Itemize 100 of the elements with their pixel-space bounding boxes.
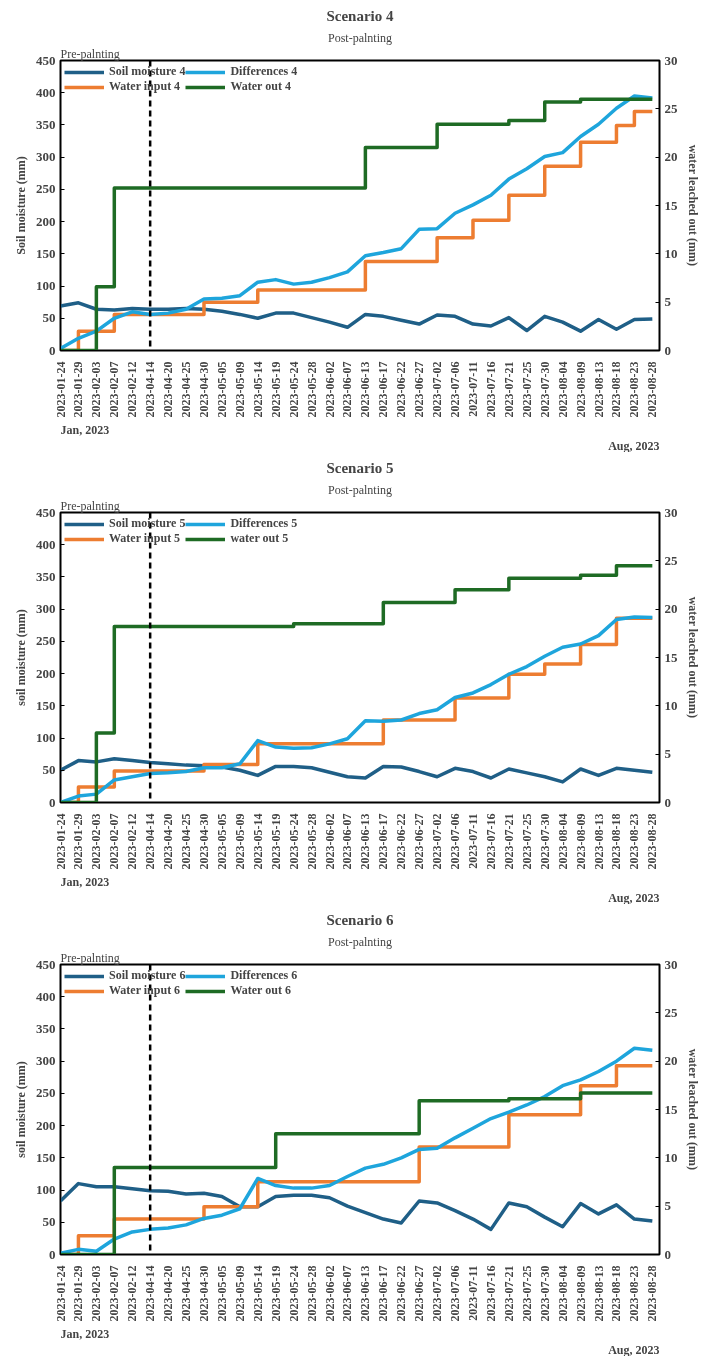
y2-tick-label: 30 [664, 956, 678, 972]
x-tick-label: 2023-07-16 [483, 813, 498, 870]
x-tick-label: 2023-07-02 [430, 361, 445, 418]
text: Post-palnting [328, 482, 393, 497]
chart-title: Scenario 5 [326, 459, 394, 476]
x-tick-label: 2023-06-17 [376, 1265, 391, 1322]
y-tick-label: 100 [36, 278, 56, 294]
x-tick-label: 2023-05-24 [286, 1265, 301, 1322]
y-tick-label: 200 [36, 1117, 56, 1133]
legend-label: Soil moisture 5 [109, 516, 186, 531]
x-tick-label: 2023-04-25 [179, 361, 194, 418]
x-tick-label: 2023-07-06 [448, 813, 463, 870]
y-tick-label: 50 [42, 310, 56, 326]
y-tick-label: 450 [36, 504, 56, 520]
legend-label: Water input 5 [109, 531, 181, 546]
legend-label: Water out 4 [230, 79, 291, 94]
x-tick-label: 2023-06-02 [322, 813, 337, 870]
x-tick-label: 2023-06-07 [340, 1265, 355, 1322]
x-tick-label: 2023-04-20 [161, 813, 176, 870]
y2-tick-label: 5 [664, 1198, 672, 1214]
x-tick-label: 2023-08-09 [573, 1265, 588, 1322]
y2-tick-label: 15 [664, 197, 678, 213]
x-tick-label: 2023-05-09 [232, 813, 247, 870]
y-tick-label: 0 [49, 1246, 56, 1262]
line-series [60, 301, 655, 333]
y2-tick-label: 0 [664, 342, 671, 358]
y-tick-label: 0 [49, 342, 56, 358]
x-tick-label: 2023-07-11 [465, 1265, 480, 1321]
y-tick-label: 450 [36, 956, 56, 972]
y-tick-label: 250 [36, 181, 56, 197]
x-tick-label: 2023-08-23 [627, 813, 642, 870]
y2-tick-label: 20 [664, 149, 678, 165]
annotation: Pre-palnting [60, 950, 120, 965]
legend-label: Differences 4 [230, 64, 298, 79]
x-tick-label: 2023-05-05 [214, 1265, 229, 1322]
x-tick-label: 2023-08-04 [555, 813, 570, 870]
y-tick-label: 400 [36, 988, 56, 1004]
x-tick-label: 2023-08-09 [573, 813, 588, 870]
text: Jan, 2023 [60, 422, 110, 437]
x-tick-label: 2023-06-27 [412, 813, 427, 870]
x-tick-label: 2023-07-25 [519, 813, 534, 870]
y-tick-label: 300 [36, 149, 56, 165]
x-tick-label: 2023-08-28 [645, 361, 660, 418]
y2-tick-label: 25 [664, 1004, 678, 1020]
x-tick-label: 2023-08-13 [591, 361, 606, 418]
x-tick-label: 2023-01-29 [71, 813, 86, 870]
x-tick-label: 2023-06-17 [376, 361, 391, 418]
x-tick-label: 2023-06-22 [394, 1265, 409, 1322]
x-tick-label: 2023-02-03 [89, 1265, 104, 1322]
y-tick-label: 150 [36, 1149, 56, 1165]
x-tick-label: 2023-05-24 [286, 361, 301, 418]
x-tick-label: 2023-04-30 [196, 361, 211, 418]
x-tick-label: 2023-05-19 [268, 813, 283, 870]
x-tick-label: 2023-04-14 [143, 361, 158, 418]
x-tick-label: 2023-05-24 [286, 813, 301, 870]
x-tick-label: 2023-05-05 [214, 813, 229, 870]
y2-tick-label: 0 [664, 1246, 671, 1262]
y2-tick-label: 20 [664, 601, 678, 617]
text: Jan, 2023 [60, 874, 110, 889]
x-tick-label: 2023-06-07 [340, 361, 355, 418]
y2-tick-label: 5 [664, 746, 672, 762]
legend-label: Soil moisture 4 [109, 64, 186, 79]
y2-tick-label: 25 [664, 552, 678, 568]
y-axis-title: Soil moisture (mm) [14, 156, 28, 255]
x-tick-label: 2023-07-30 [537, 361, 552, 418]
y-tick-label: 150 [36, 697, 56, 713]
x-tick-label: 2023-06-13 [358, 1265, 373, 1322]
x-tick-label: 2023-01-24 [53, 361, 68, 418]
x-tick-label: 2023-07-02 [430, 1265, 445, 1322]
x-tick-label: 2023-05-05 [214, 361, 229, 418]
y2-tick-label: 15 [664, 649, 678, 665]
y2-tick-label: 15 [664, 1101, 678, 1117]
y-tick-label: 0 [49, 794, 56, 810]
x-tick-label: 2023-05-19 [268, 1265, 283, 1322]
y-tick-label: 200 [36, 665, 56, 681]
x-tick-label: 2023-02-12 [125, 361, 140, 418]
x-tick-label: 2023-06-17 [376, 813, 391, 870]
y2-tick-label: 10 [664, 1149, 678, 1165]
y-tick-label: 350 [36, 116, 56, 132]
y-tick-label: 250 [36, 633, 56, 649]
y2-tick-label: 10 [664, 245, 678, 261]
y-axis-title: soil moisture (mm) [14, 609, 28, 706]
text: Jan, 2023 [60, 1326, 110, 1341]
y-tick-label: 300 [36, 1053, 56, 1069]
x-tick-label: 2023-04-30 [196, 813, 211, 870]
x-tick-label: 2023-05-19 [268, 361, 283, 418]
text: Aug, 2023 [608, 438, 660, 453]
x-tick-label: 2023-05-28 [304, 1265, 319, 1322]
legend-label: Soil moisture 6 [109, 968, 186, 983]
x-tick-label: 2023-04-14 [143, 813, 158, 870]
x-tick-label: 2023-05-14 [250, 361, 265, 418]
y2-tick-label: 20 [664, 1053, 678, 1069]
annotation: Pre-palnting [60, 46, 120, 61]
legend-label: Water input 6 [109, 983, 181, 998]
y-tick-label: 300 [36, 601, 56, 617]
legend-label: Water input 4 [109, 79, 181, 94]
y-tick-label: 350 [36, 568, 56, 584]
y2-tick-label: 25 [664, 100, 678, 116]
x-tick-label: 2023-05-14 [250, 813, 265, 870]
y2-tick-label: 30 [664, 52, 678, 68]
